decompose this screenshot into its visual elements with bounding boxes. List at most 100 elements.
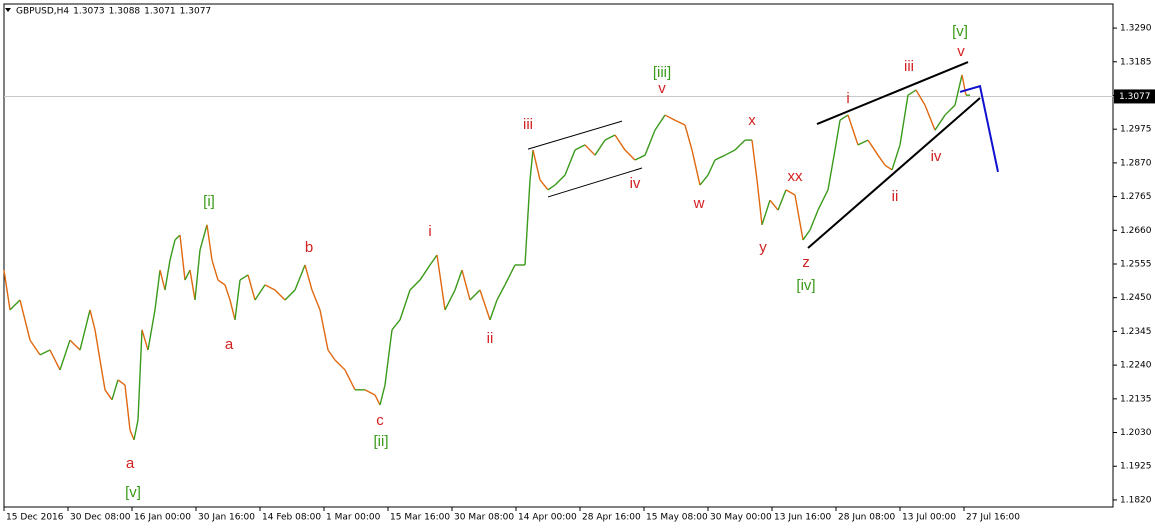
price-segment [724,149,736,156]
price-segment [684,124,693,151]
price-segment [554,174,566,186]
wave-label: iii [523,116,533,133]
price-segment [69,339,81,351]
price-segment [29,339,41,356]
wave-label: y [759,239,767,256]
price-segment [211,259,219,281]
price-segment [809,209,819,231]
price-segment [614,134,626,151]
y-tick-label: 1.2555 [1120,260,1152,270]
wave-label: i [428,223,431,240]
price-segment [284,289,296,301]
y-tick-label: 1.2135 [1120,394,1152,404]
wave-label: [iii] [653,64,671,81]
price-segment [141,329,149,351]
last-price-label: 1.3077 [1119,92,1151,102]
price-segment [39,349,51,356]
wave-label: [v] [952,23,968,40]
wave-label: [ii] [374,433,389,450]
price-segment [644,129,656,156]
price-segment [827,149,836,190]
plot-frame [3,3,1114,508]
price-segment [954,74,963,106]
price-segment [461,269,471,301]
y-tick-label: 1.2030 [1120,428,1152,438]
price-segment [137,329,143,421]
price-segment [9,299,21,311]
y-tick-label: 1.2450 [1120,293,1152,303]
price-segment [817,189,829,211]
price-segment [124,384,131,431]
price-segment [961,74,967,96]
price-segment [777,189,787,211]
trend-line [807,97,981,249]
last-price-box [1114,89,1155,104]
header-icon [5,8,11,12]
price-segment [234,279,241,320]
price-segment [944,104,956,116]
trend-line [816,61,969,125]
price-segment [877,154,886,166]
header-text: 1.3088 [109,7,141,17]
price-segment [3,270,11,311]
price-segment [129,429,135,441]
price-segment [436,254,446,311]
x-tick-label: 14 Feb 08:00 [262,513,321,523]
trend-line [527,120,623,150]
price-segment [785,189,796,196]
wave-label: a [126,455,135,472]
price-segment [654,114,666,131]
price-segment [839,114,849,121]
wave-label: [iv] [796,277,815,294]
price-segment [529,149,534,180]
price-segment [454,269,463,291]
price-segment [154,270,161,310]
price-segment [179,235,186,281]
price-segment [574,144,586,151]
price-segment [664,114,676,121]
x-tick-label: 28 Apr 16:00 [582,513,641,523]
y-tick-label: 1.1820 [1120,495,1152,505]
price-segment [391,319,401,331]
price-segment [867,139,879,156]
price-segment [857,139,869,146]
price-segment [399,289,411,321]
x-tick-label: 28 Jun 08:00 [838,513,895,523]
x-tick-label: 13 Jun 16:00 [774,513,831,523]
x-tick-label: 30 May 00:00 [710,513,772,523]
price-segment [384,329,393,386]
price-segment [247,274,256,301]
price-segment [604,134,616,141]
header-text: 1.3077 [180,7,212,17]
price-segment [89,309,96,330]
price-segment [479,289,491,321]
price-segment [327,349,336,361]
price-segment [584,144,596,156]
wave-label: xx [788,168,804,185]
price-segment [847,114,859,146]
price-segment [184,269,191,281]
price-segment [674,119,686,126]
price-segment [169,239,176,261]
wave-label: b [305,239,313,256]
price-segment [469,289,481,301]
wave-label: v [658,80,666,97]
x-tick-label: 30 Dec 08:00 [70,513,131,523]
x-tick-label: 15 Dec 2016 [6,513,64,523]
price-segment [802,229,811,241]
wave-label: v [957,43,965,60]
wave-label: ii [892,188,899,205]
x-tick-label: 14 Apr 00:00 [518,513,577,523]
price-segment [769,199,779,211]
wave-label: i [846,90,849,107]
price-segment [319,309,329,351]
x-tick-label: 16 Jan 00:00 [134,513,191,523]
price-segment [634,154,646,161]
x-tick-label: 30 Mar 08:00 [454,513,514,523]
price-segment [79,309,91,351]
price-segment [194,249,201,301]
price-segment [564,149,576,176]
price-segment [761,199,771,226]
price-segment [174,234,181,241]
